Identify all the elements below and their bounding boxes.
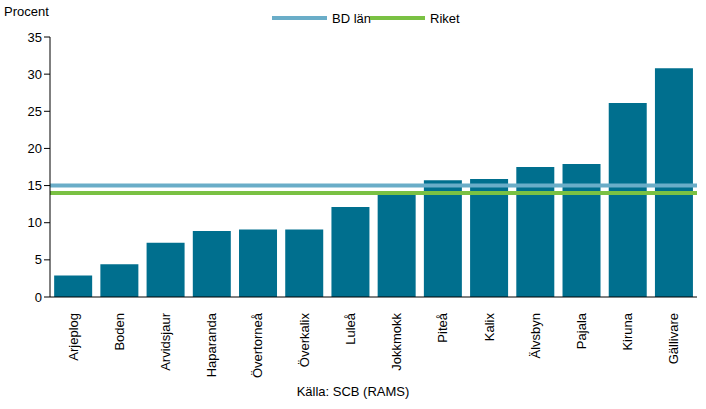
svg-text:Arjeplog: Arjeplog [66, 313, 81, 361]
svg-text:5: 5 [35, 252, 42, 267]
svg-text:Gällivare: Gällivare [666, 313, 681, 364]
svg-text:Pajala: Pajala [574, 312, 589, 349]
svg-text:Boden: Boden [112, 313, 127, 351]
svg-text:Luleå: Luleå [343, 312, 358, 345]
svg-text:Övertorneå: Övertorneå [250, 312, 265, 378]
html-text:Procent: Procent [4, 4, 49, 19]
svg-text:25: 25 [28, 104, 42, 119]
svg-text:Haparanda: Haparanda [204, 312, 219, 377]
svg-text:Piteå: Piteå [435, 312, 450, 342]
svg-text:35: 35 [28, 30, 42, 45]
svg-text:Kalix: Kalix [482, 313, 497, 342]
svg-text:20: 20 [28, 141, 42, 156]
svg-text:Jokkmokk: Jokkmokk [389, 313, 404, 371]
svg-text:30: 30 [28, 67, 42, 82]
svg-text:BD län: BD län [332, 11, 371, 26]
svg-text:Arvidsjaur: Arvidsjaur [158, 312, 173, 370]
svg-text:Kiruna: Kiruna [620, 312, 635, 350]
svg-text:Riket: Riket [430, 11, 460, 26]
svg-text:15: 15 [28, 178, 42, 193]
svg-text:Överkalix: Överkalix [297, 313, 312, 368]
svg-text:0: 0 [35, 290, 42, 305]
svg-text:Älvsbyn: Älvsbyn [528, 313, 543, 359]
html-text:Källa: SCB (RAMS): Källa: SCB (RAMS) [296, 384, 410, 399]
svg-text:10: 10 [28, 215, 42, 230]
